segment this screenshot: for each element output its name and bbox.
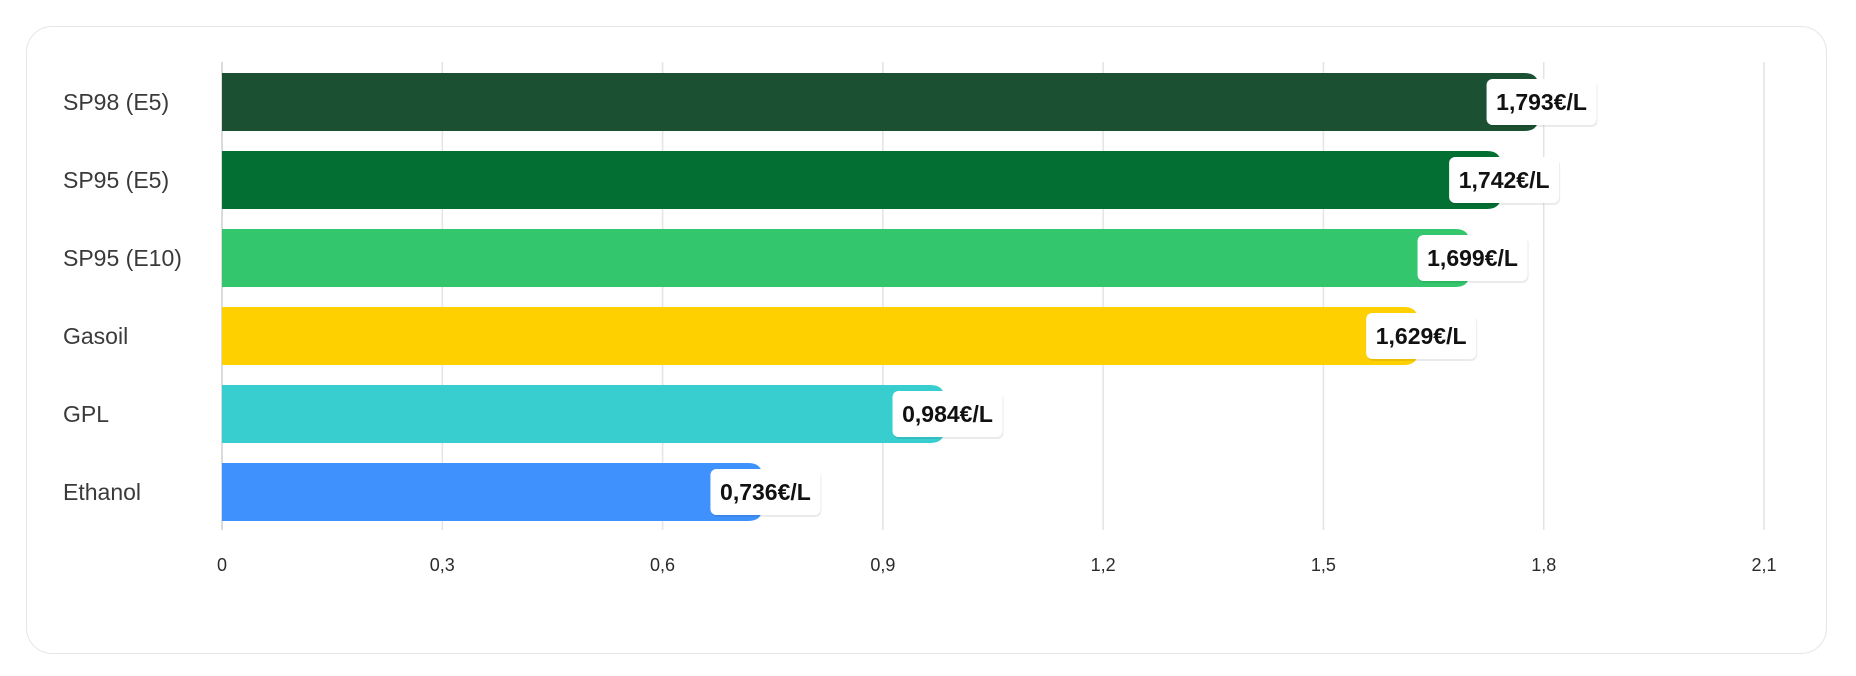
x-tick-label: 2,1 bbox=[1751, 555, 1776, 575]
value-label: 1,793€/L bbox=[1486, 79, 1598, 127]
value-label-box bbox=[892, 391, 1003, 437]
category-label: SP95 (E5) bbox=[63, 167, 169, 193]
bar bbox=[222, 463, 763, 521]
value-label-box bbox=[1366, 313, 1477, 359]
x-tick-label: 1,8 bbox=[1531, 555, 1556, 575]
category-label: SP95 (E10) bbox=[63, 245, 182, 271]
x-tick-label: 1,5 bbox=[1311, 555, 1336, 575]
value-label: 0,736€/L bbox=[710, 469, 822, 517]
value-label: 1,742€/L bbox=[1449, 157, 1561, 205]
value-label-text: 0,736€/L bbox=[720, 479, 811, 505]
value-label-text: 1,699€/L bbox=[1427, 245, 1518, 271]
value-label-text: 1,793€/L bbox=[1496, 89, 1587, 115]
x-tick-label: 0 bbox=[217, 555, 227, 575]
category-label: Gasoil bbox=[63, 323, 128, 349]
value-label-box bbox=[1486, 79, 1597, 125]
value-label: 1,629€/L bbox=[1366, 313, 1478, 361]
value-label-text: 1,742€/L bbox=[1459, 167, 1550, 193]
value-label: 0,984€/L bbox=[892, 391, 1004, 439]
bar bbox=[222, 151, 1502, 209]
value-label-text: 1,629€/L bbox=[1376, 323, 1467, 349]
gridlines bbox=[221, 62, 1765, 530]
value-label-box bbox=[1449, 157, 1560, 203]
x-tick-label: 0,6 bbox=[650, 555, 675, 575]
x-tick-label: 0,9 bbox=[870, 555, 895, 575]
bars bbox=[222, 73, 1539, 521]
category-label: Ethanol bbox=[63, 479, 141, 505]
value-labels: 1,793€/L 1,742€/L 1,699€/L 1,629€/L 0,984€/L… bbox=[710, 79, 1598, 517]
category-label: GPL bbox=[63, 401, 109, 427]
x-tick-label: 1,2 bbox=[1091, 555, 1116, 575]
bar bbox=[222, 73, 1539, 131]
bar bbox=[222, 229, 1470, 287]
category-label: SP98 (E5) bbox=[63, 89, 169, 115]
value-label-box bbox=[710, 469, 821, 515]
bar bbox=[222, 307, 1419, 365]
bar bbox=[222, 385, 945, 443]
x-tick-label: 0,3 bbox=[430, 555, 455, 575]
value-label-box bbox=[1417, 235, 1528, 281]
value-label: 1,699€/L bbox=[1417, 235, 1529, 283]
value-label-text: 0,984€/L bbox=[902, 401, 993, 427]
